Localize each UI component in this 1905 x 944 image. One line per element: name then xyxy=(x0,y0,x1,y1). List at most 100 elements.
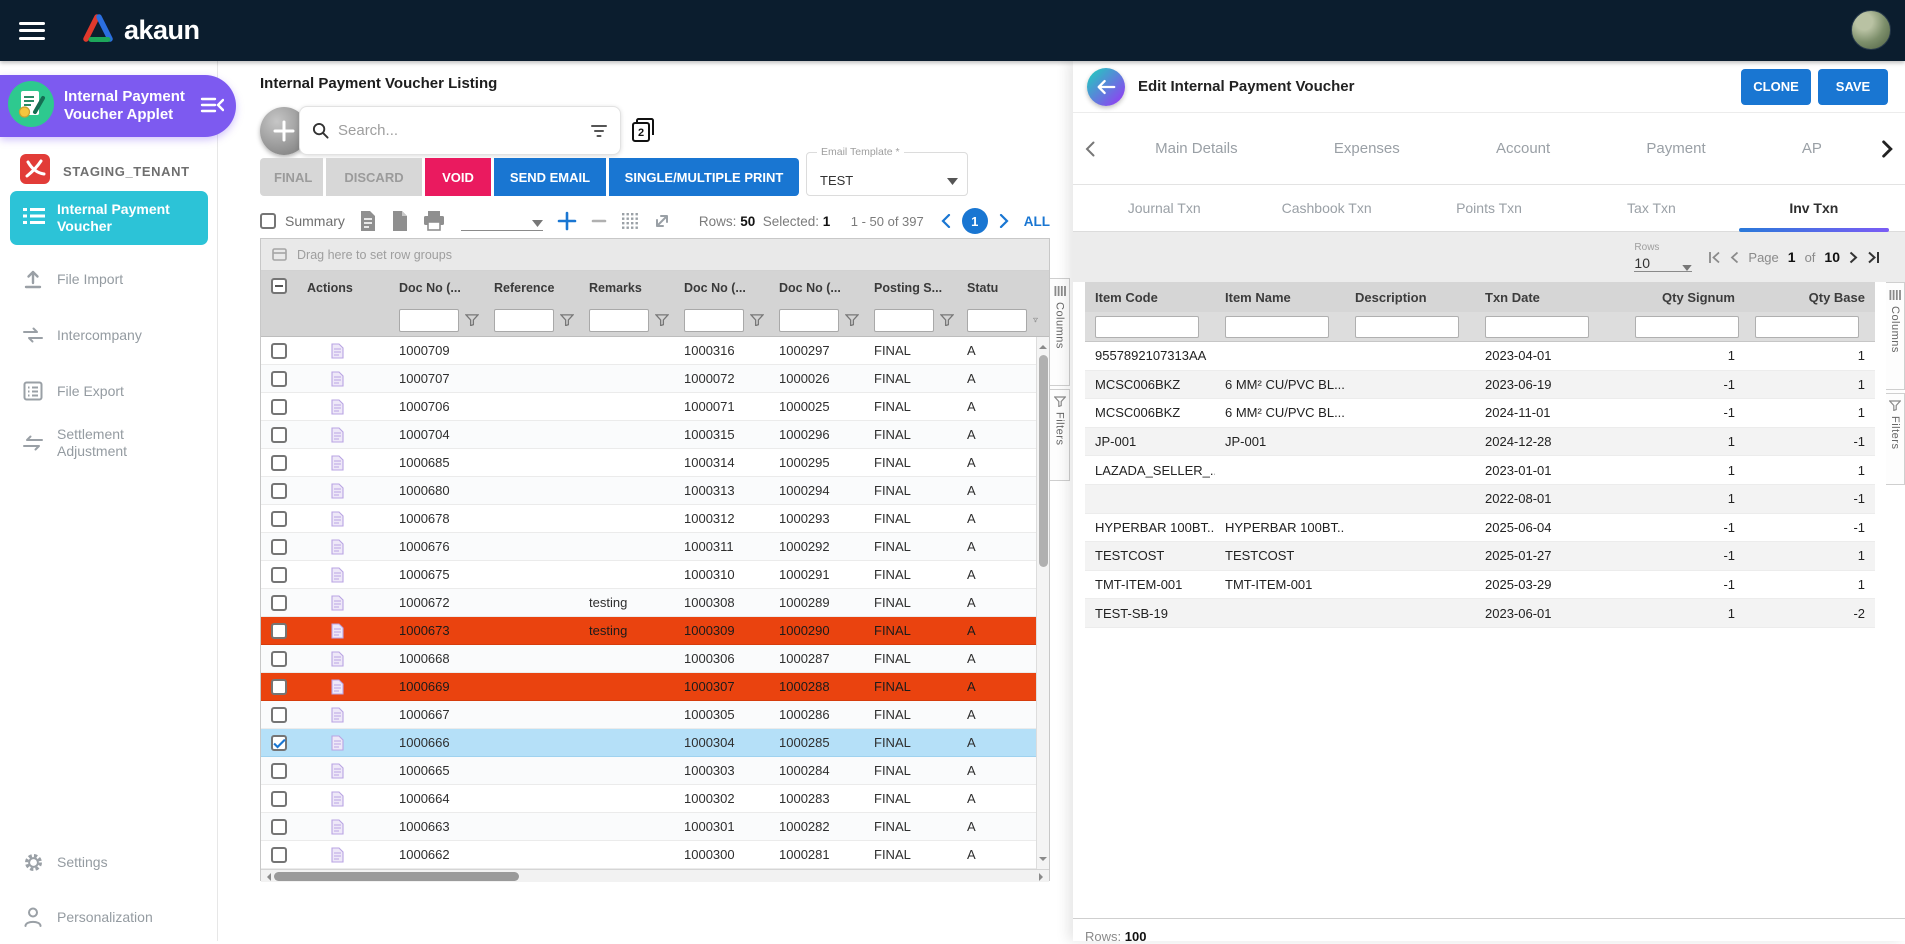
column-header[interactable]: Qty Base xyxy=(1745,290,1875,305)
tab-ap[interactable]: AP xyxy=(1802,140,1822,157)
inv-txn-row[interactable]: 2022-08-011-1 xyxy=(1085,485,1875,514)
hamburger-menu-icon[interactable] xyxy=(19,22,45,40)
row-actions-cell[interactable] xyxy=(299,567,391,583)
voucher-row[interactable]: 100070410003151000296FINALA xyxy=(261,421,1049,449)
column-header[interactable]: Doc No (... xyxy=(676,281,771,295)
view-select-dropdown[interactable] xyxy=(461,211,543,231)
subtab-inv-txn[interactable]: Inv Txn xyxy=(1733,185,1895,231)
subtab-cashbook-txn[interactable]: Cashbook Txn xyxy=(1245,185,1407,231)
filter-funnel-icon[interactable] xyxy=(845,314,859,326)
row-actions-cell[interactable] xyxy=(299,539,391,555)
brand-logo[interactable]: akaun xyxy=(81,13,200,48)
row-checkbox[interactable] xyxy=(271,791,287,807)
columns-tab[interactable]: Columns xyxy=(1886,282,1905,390)
tabs-scroll-left-icon[interactable] xyxy=(1073,141,1107,157)
voucher-row[interactable]: 100066610003041000285FINALA xyxy=(261,729,1049,757)
void-button[interactable]: VOID xyxy=(425,158,491,196)
row-actions-cell[interactable] xyxy=(299,399,391,415)
first-page-icon[interactable] xyxy=(1708,251,1721,264)
document-icon[interactable] xyxy=(391,210,409,232)
email-template-select[interactable]: Email Template * TEST xyxy=(806,152,968,196)
column-header[interactable]: Posting S... xyxy=(866,281,959,295)
subtab-journal-txn[interactable]: Journal Txn xyxy=(1083,185,1245,231)
voucher-row[interactable]: 100067610003111000292FINALA xyxy=(261,533,1049,561)
row-actions-cell[interactable] xyxy=(299,763,391,779)
row-actions-cell[interactable] xyxy=(299,679,391,695)
column-filter-input[interactable] xyxy=(1755,316,1859,338)
horizontal-scrollbar[interactable] xyxy=(261,869,1049,882)
tab-payment[interactable]: Payment xyxy=(1646,140,1705,157)
duplicate-view-icon[interactable]: 2 xyxy=(631,117,655,148)
voucher-row[interactable]: 100067810003121000293FINALA xyxy=(261,505,1049,533)
remove-row-icon[interactable] xyxy=(591,211,607,231)
column-filter-input[interactable] xyxy=(874,309,934,332)
inv-txn-row[interactable]: LAZADA_SELLER_...2023-01-0111 xyxy=(1085,456,1875,485)
clone-button[interactable]: CLONE xyxy=(1741,69,1811,105)
sidebar-item-internal-payment-voucher[interactable]: Internal Payment Voucher xyxy=(10,191,208,245)
row-actions-cell[interactable] xyxy=(299,343,391,359)
rows-per-page-select[interactable]: Rows 10 xyxy=(1634,242,1692,272)
sidebar-item-settings[interactable]: Settings xyxy=(0,840,218,884)
collapse-sidebar-icon[interactable] xyxy=(200,95,224,120)
subtab-points-txn[interactable]: Points Txn xyxy=(1408,185,1570,231)
scroll-left-icon[interactable] xyxy=(263,873,271,881)
voucher-row[interactable]: 100066710003051000286FINALA xyxy=(261,701,1049,729)
row-checkbox[interactable] xyxy=(271,567,287,583)
export-file-icon[interactable] xyxy=(359,210,377,232)
voucher-row[interactable]: 100070710000721000026FINALA xyxy=(261,365,1049,393)
inv-txn-row[interactable]: JP-001JP-0012024-12-281-1 xyxy=(1085,428,1875,457)
inv-txn-row[interactable]: TESTCOSTTESTCOST2025-01-27-11 xyxy=(1085,542,1875,571)
column-filter-input[interactable] xyxy=(1485,316,1589,338)
filters-tab[interactable]: Filters xyxy=(1050,389,1070,481)
row-checkbox[interactable] xyxy=(271,735,287,751)
grid-dots-icon[interactable] xyxy=(621,212,639,230)
prev-page-icon[interactable] xyxy=(936,214,956,228)
column-header[interactable] xyxy=(261,278,299,297)
last-page-icon[interactable] xyxy=(1867,251,1880,264)
print-icon[interactable] xyxy=(423,211,445,231)
final-button[interactable]: FINAL xyxy=(260,158,323,196)
prev-page-icon[interactable] xyxy=(1730,251,1739,264)
row-checkbox[interactable] xyxy=(271,539,287,555)
voucher-row[interactable]: 1000672testing10003081000289FINALA xyxy=(261,589,1049,617)
all-pages-button[interactable]: ALL xyxy=(1024,214,1050,229)
filter-list-icon[interactable] xyxy=(590,124,608,138)
column-filter-input[interactable] xyxy=(589,309,649,332)
row-actions-cell[interactable] xyxy=(299,511,391,527)
voucher-row[interactable]: 100066410003021000283FINALA xyxy=(261,785,1049,813)
row-actions-cell[interactable] xyxy=(299,595,391,611)
inv-txn-row[interactable]: TMT-ITEM-001TMT-ITEM-0012025-03-29-11 xyxy=(1085,571,1875,600)
row-checkbox[interactable] xyxy=(271,763,287,779)
row-checkbox[interactable] xyxy=(271,595,287,611)
horizontal-scroll-thumb[interactable] xyxy=(274,872,519,881)
next-page-icon[interactable] xyxy=(1849,251,1858,264)
filter-funnel-icon[interactable] xyxy=(560,314,574,326)
expand-icon[interactable] xyxy=(653,212,671,230)
current-page-badge[interactable]: 1 xyxy=(962,208,988,234)
sidebar-item-personalization[interactable]: Personalization xyxy=(0,895,218,939)
tab-expenses[interactable]: Expenses xyxy=(1334,140,1400,157)
save-button[interactable]: SAVE xyxy=(1818,69,1888,105)
summary-checkbox[interactable] xyxy=(260,213,276,229)
columns-tab[interactable]: Columns xyxy=(1050,278,1070,386)
row-actions-cell[interactable] xyxy=(299,735,391,751)
discard-button[interactable]: DISCARD xyxy=(326,158,422,196)
row-checkbox[interactable] xyxy=(271,455,287,471)
column-filter-input[interactable] xyxy=(1635,316,1739,338)
inv-txn-row[interactable]: TEST-SB-192023-06-011-2 xyxy=(1085,599,1875,628)
row-actions-cell[interactable] xyxy=(299,427,391,443)
voucher-row[interactable]: 100070610000711000025FINALA xyxy=(261,393,1049,421)
tab-main-details[interactable]: Main Details xyxy=(1155,140,1238,157)
row-actions-cell[interactable] xyxy=(299,455,391,471)
row-actions-cell[interactable] xyxy=(299,651,391,667)
search-box[interactable] xyxy=(299,106,621,155)
search-input[interactable] xyxy=(338,122,590,139)
column-header[interactable]: Actions xyxy=(299,281,391,295)
inv-txn-row[interactable]: MCSC006BKZ6 MM² CU/PVC BL...2024-11-01-1… xyxy=(1085,399,1875,428)
row-actions-cell[interactable] xyxy=(299,819,391,835)
column-header[interactable]: Doc No (... xyxy=(391,281,486,295)
voucher-row[interactable]: 100070910003161000297FINALA xyxy=(261,337,1049,365)
column-header[interactable]: Item Name xyxy=(1215,290,1345,305)
column-filter-input[interactable] xyxy=(1225,316,1329,338)
sidebar-item-settlement-adjustment[interactable]: Settlement Adjustment xyxy=(0,417,218,469)
